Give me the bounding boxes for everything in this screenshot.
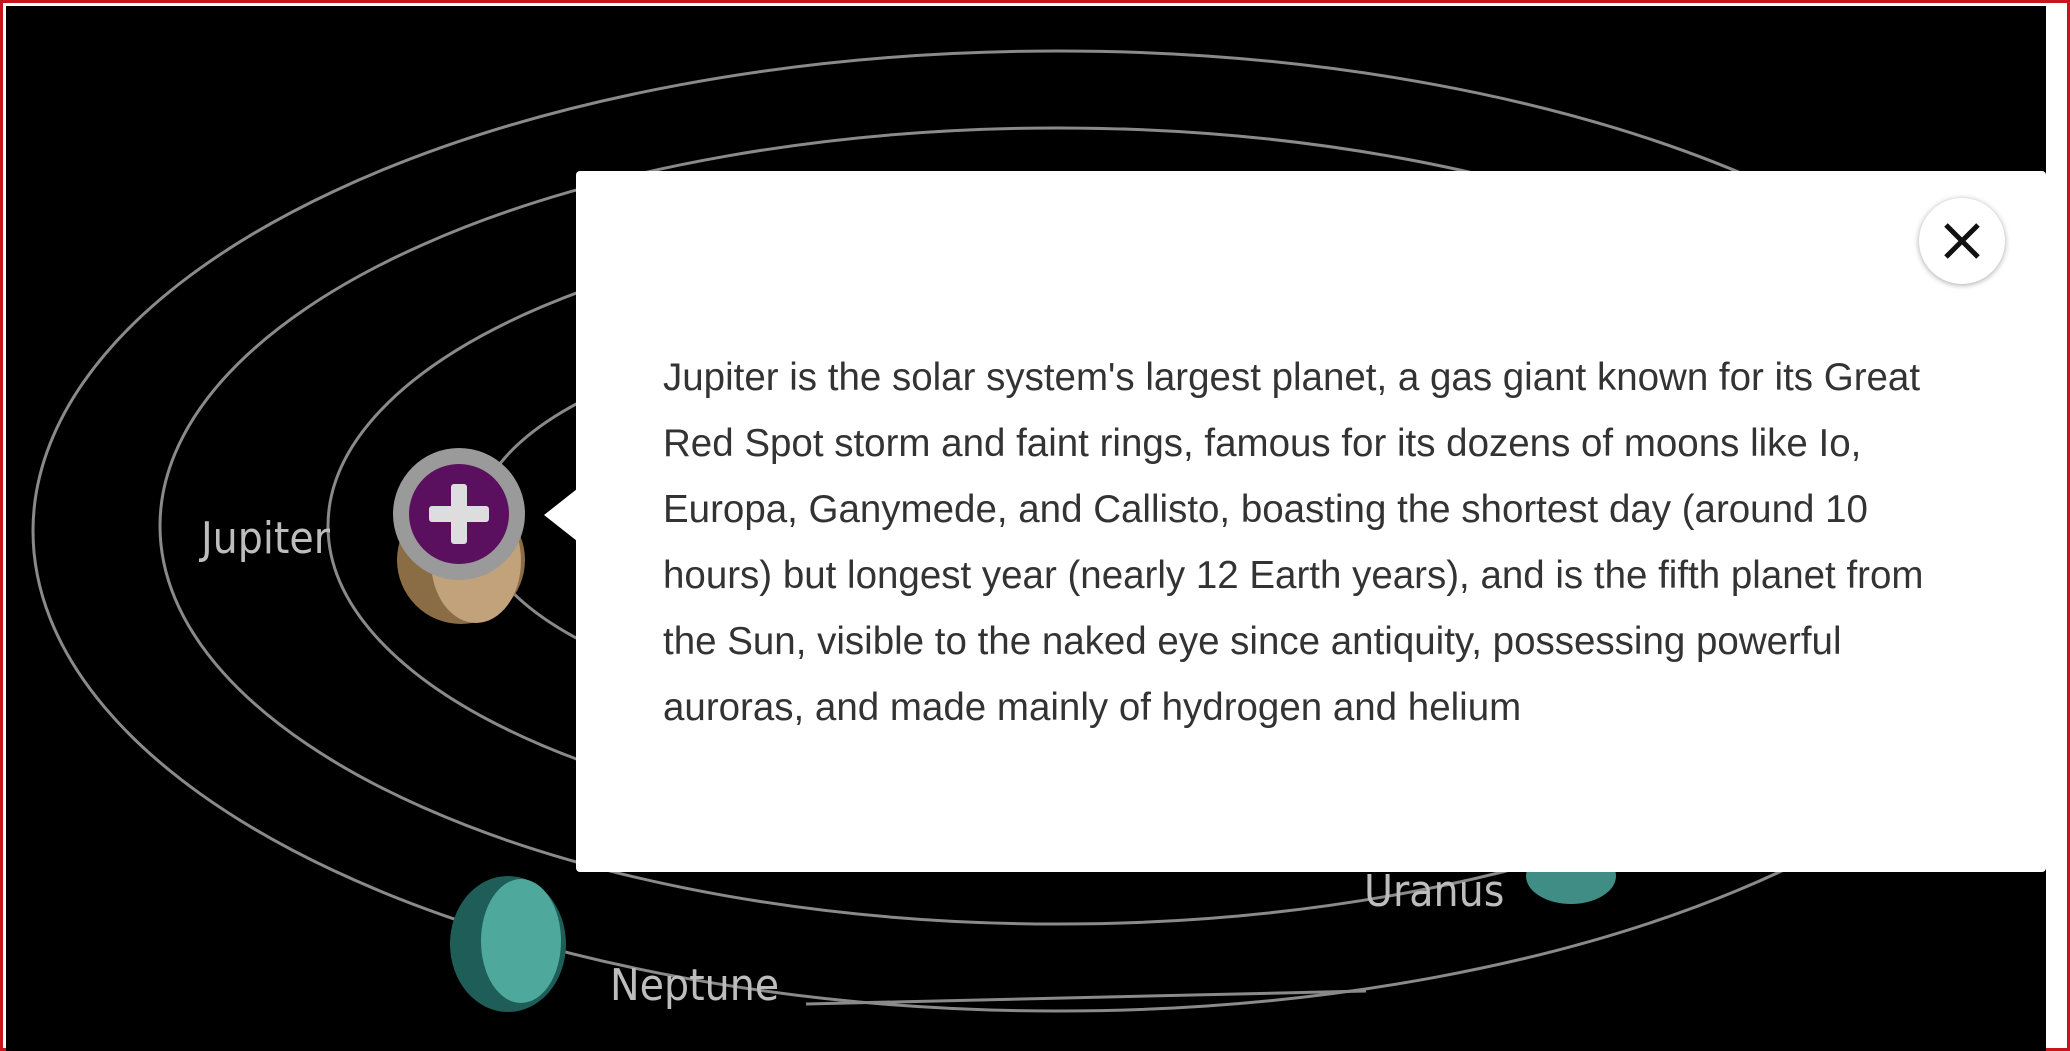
popup-text: Jupiter is the solar system's largest pl… [663, 345, 1953, 741]
screen: Jupiter Uranus Neptune Jupiter is the so… [0, 0, 2070, 1051]
close-icon [1919, 198, 2005, 284]
page: Jupiter Uranus Neptune Jupiter is the so… [0, 0, 2070, 1051]
planet-label: Neptune [610, 960, 779, 1011]
plus-icon [451, 484, 467, 544]
planet-label: Jupiter [198, 513, 331, 564]
close-button[interactable] [1919, 198, 2005, 284]
popup-arrow [544, 489, 577, 541]
neptune-band [481, 879, 561, 1003]
info-popup: Jupiter is the solar system's largest pl… [576, 171, 2046, 872]
planet-label: Uranus [1364, 866, 1504, 917]
hotspot-button[interactable] [393, 448, 525, 580]
